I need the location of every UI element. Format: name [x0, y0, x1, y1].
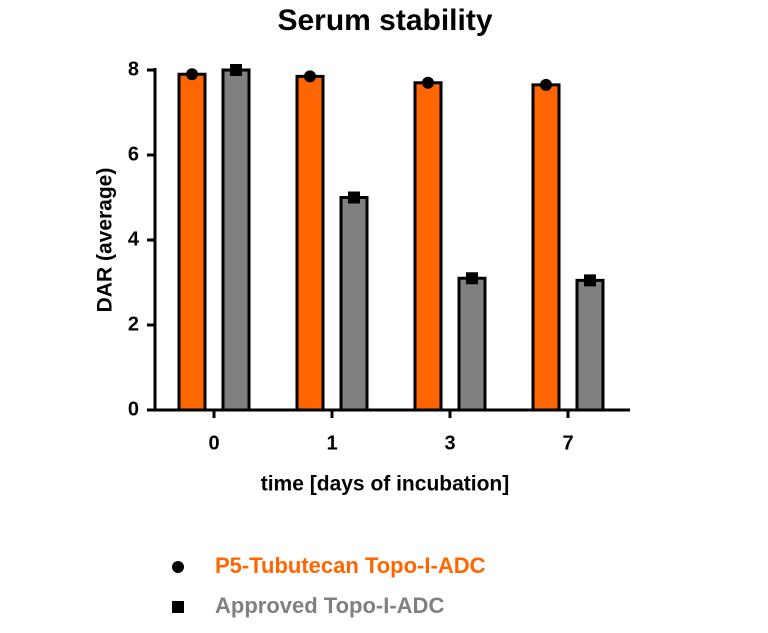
- y-tick-label: 6: [128, 143, 139, 165]
- bar: [575, 278, 605, 412]
- bar: [295, 74, 325, 412]
- data-point: [422, 76, 434, 89]
- x-axis-label: time [days of incubation]: [261, 473, 510, 496]
- legend-label: Approved Topo-I-ADC: [215, 593, 444, 618]
- x-tick-label: 3: [444, 432, 455, 454]
- y-axis-label: DAR (average): [94, 168, 117, 313]
- data-point: [304, 70, 316, 83]
- chart-title: Serum stability: [277, 4, 492, 37]
- legend-label: P5-Tubutecan Topo-I-ADC: [215, 553, 486, 578]
- data-point: [348, 191, 360, 204]
- x-tick-label: 0: [208, 432, 219, 454]
- data-point: [540, 78, 552, 91]
- y-tick-label: 8: [128, 58, 139, 80]
- legend-marker: [172, 601, 184, 613]
- bar: [177, 72, 207, 412]
- x-tick-label: 7: [562, 432, 573, 454]
- bar: [531, 83, 561, 412]
- y-tick-label: 2: [128, 313, 139, 335]
- legend-marker: [172, 561, 184, 573]
- bar: [413, 81, 443, 412]
- bar: [221, 68, 251, 412]
- bar: [339, 196, 369, 412]
- data-point: [466, 272, 478, 285]
- x-tick-label: 1: [326, 432, 337, 454]
- y-tick-label: 4: [128, 228, 140, 250]
- data-point: [230, 64, 242, 76]
- y-tick-label: 0: [128, 398, 139, 420]
- bar: [457, 276, 487, 412]
- data-point: [186, 68, 198, 81]
- data-point: [584, 274, 596, 287]
